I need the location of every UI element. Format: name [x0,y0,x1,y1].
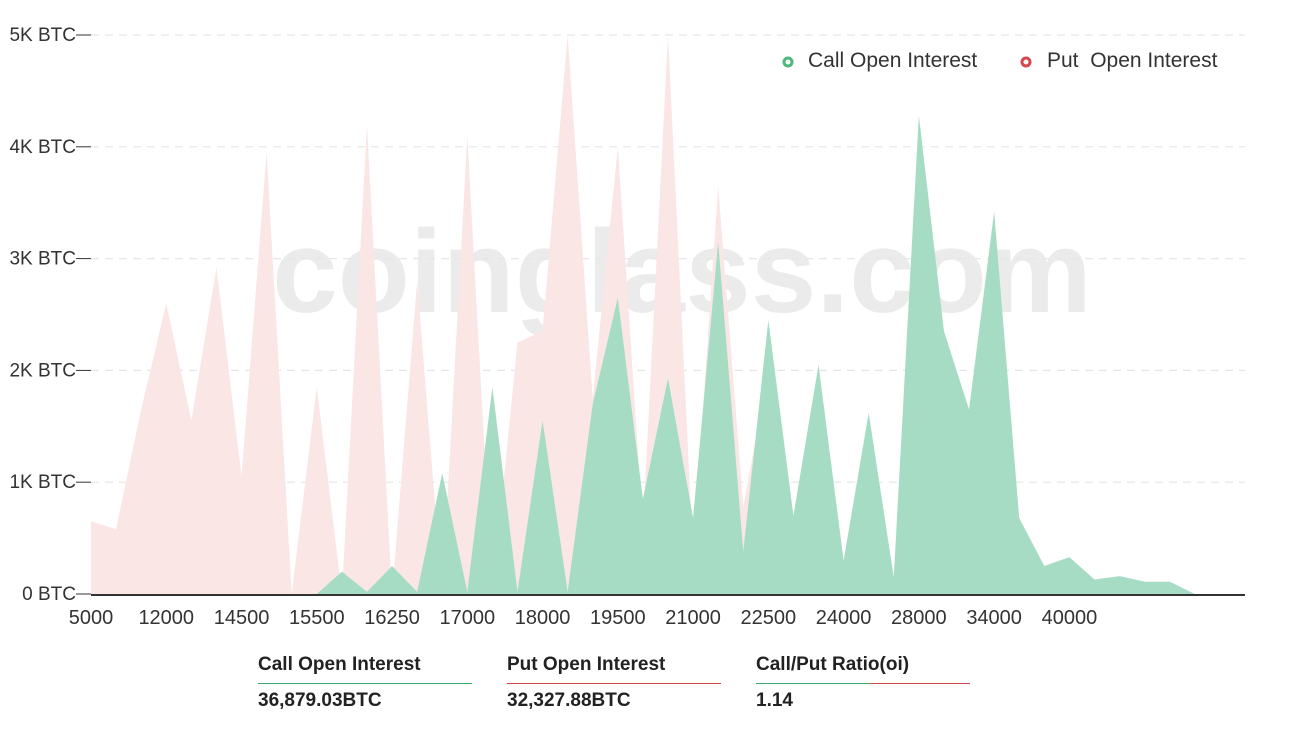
x-tick-label: 15500 [289,607,345,629]
stat-call-label: Call Open Interest [258,654,421,675]
call-open-interest-area[interactable] [91,115,1245,594]
y-tick-label: 0 BTC [22,584,76,605]
x-tick-label: 17000 [439,607,495,629]
x-tick-label: 21000 [665,607,721,629]
y-tick-label: 2K BTC [9,360,76,381]
legend-put-label[interactable]: Put Open Interest [1047,49,1218,72]
stat-ratio-label: Call/Put Ratio(oi) [756,654,910,675]
legend-call-marker[interactable] [782,56,794,68]
stat-call-open-interest: Call Open Interest 36,879.03BTC [258,654,507,712]
summary-stats: Call Open Interest 36,879.03BTC Put Open… [258,654,1005,712]
series-areas [91,35,1245,594]
legend-call-label[interactable]: Call Open Interest [808,49,977,72]
y-axis-ticks: 0 BTC 1K BTC 2K BTC 3K BTC 4K BTC 5K BTC [9,25,91,605]
stat-put-open-interest: Put Open Interest 32,327.88BTC [507,654,756,712]
stat-call-put-ratio: Call/Put Ratio(oi) 1.14 [756,654,1005,712]
stat-call-underline [258,683,472,684]
open-interest-chart: coinglass.com 0 BTC 1K BTC 2K BTC 3K BTC 4K … [9,25,1245,629]
x-tick-label: 5000 [69,607,114,629]
y-tick-label: 5K BTC [9,25,76,46]
x-tick-label: 40000 [1042,607,1098,629]
x-tick-label: 19500 [590,607,646,629]
stat-ratio-underline [756,683,970,684]
x-tick-label: 28000 [891,607,947,629]
x-tick-label: 12000 [138,607,194,629]
stat-ratio-value: 1.14 [756,690,793,711]
stat-put-value: 32,327.88BTC [507,690,631,711]
legend-put-marker[interactable] [1020,56,1032,68]
x-tick-label: 14500 [214,607,270,629]
x-tick-label: 22500 [741,607,797,629]
stat-call-value: 36,879.03BTC [258,690,382,711]
x-tick-label: 18000 [515,607,571,629]
y-tick-label: 3K BTC [9,249,76,270]
y-tick-label: 4K BTC [9,137,76,158]
x-tick-label: 24000 [816,607,872,629]
x-tick-label: 34000 [966,607,1022,629]
watermark-text: coinglass.com [272,206,1092,338]
x-tick-label: 16250 [364,607,420,629]
legend: Call Open Interest Put Open Interest [782,49,1218,72]
x-axis-ticks: 5000 12000 14500 15500 16250 17000 18000 19500 2… [69,607,1097,629]
stat-put-label: Put Open Interest [507,654,666,675]
put-open-interest-area[interactable] [91,35,1245,594]
y-tick-label: 1K BTC [9,472,76,493]
stat-put-underline [507,683,721,684]
